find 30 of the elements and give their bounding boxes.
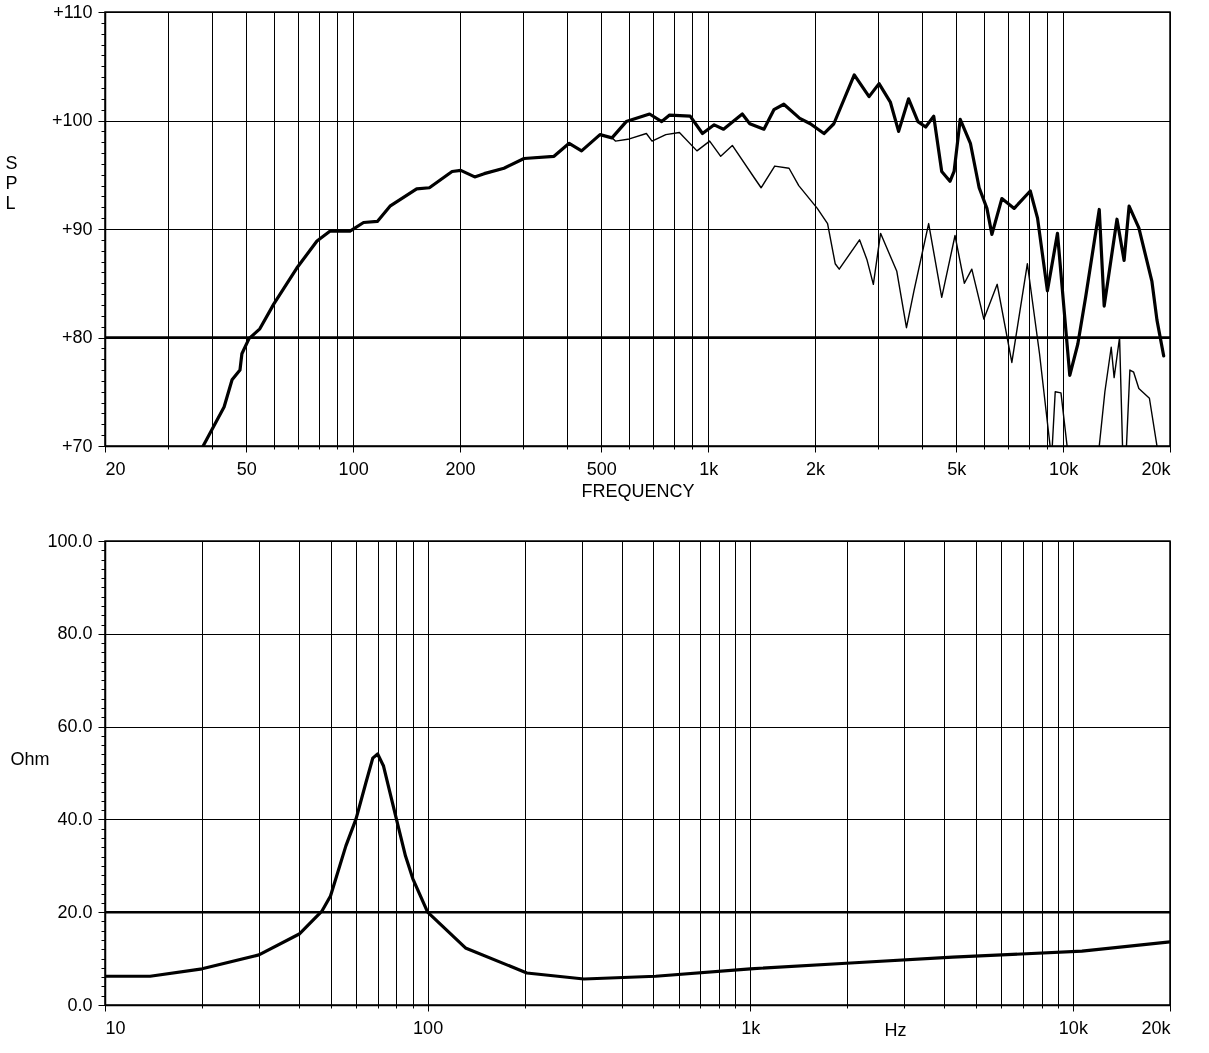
y-tick-label: +80 xyxy=(61,327,93,347)
x-axis-title: FREQUENCY xyxy=(581,480,695,501)
x-tick-label: 1k xyxy=(741,1017,762,1038)
x-tick-label: 100 xyxy=(413,1017,444,1038)
x-tick-label: 10 xyxy=(105,1017,126,1038)
x-tick-label: 2k xyxy=(805,458,826,479)
x-tick-label: 10k xyxy=(1049,458,1080,479)
x-tick-label: 20k xyxy=(1141,458,1172,479)
y-tick-label: 40.0 xyxy=(57,808,93,829)
y-axis-title: Ohm xyxy=(10,748,50,769)
y-tick-label: 80.0 xyxy=(57,623,93,644)
x-tick-label: 20k xyxy=(1141,1017,1172,1038)
x-tick-label: 100 xyxy=(338,458,369,479)
y-tick-label: +70 xyxy=(61,435,93,456)
x-tick-label: 5k xyxy=(947,458,968,479)
x-tick-label: 200 xyxy=(445,458,476,479)
y-axis-title: SPL xyxy=(5,152,18,213)
y-tick-label: 0.0 xyxy=(67,994,93,1015)
y-tick-label: 100.0 xyxy=(47,530,93,551)
y-tick-label: +90 xyxy=(61,218,93,239)
y-tick-label: 60.0 xyxy=(57,716,93,737)
x-tick-label: 1k xyxy=(699,458,720,479)
y-tick-label: +100 xyxy=(51,110,93,130)
x-tick-label: 20 xyxy=(105,458,126,479)
y-tick-label: +110 xyxy=(53,1,93,22)
x-axis-title: Hz xyxy=(884,1019,907,1040)
x-tick-label: 50 xyxy=(236,458,257,479)
x-tick-label: 500 xyxy=(586,458,617,479)
y-tick-label: 20.0 xyxy=(57,901,93,922)
x-tick-label: 10k xyxy=(1058,1017,1089,1038)
